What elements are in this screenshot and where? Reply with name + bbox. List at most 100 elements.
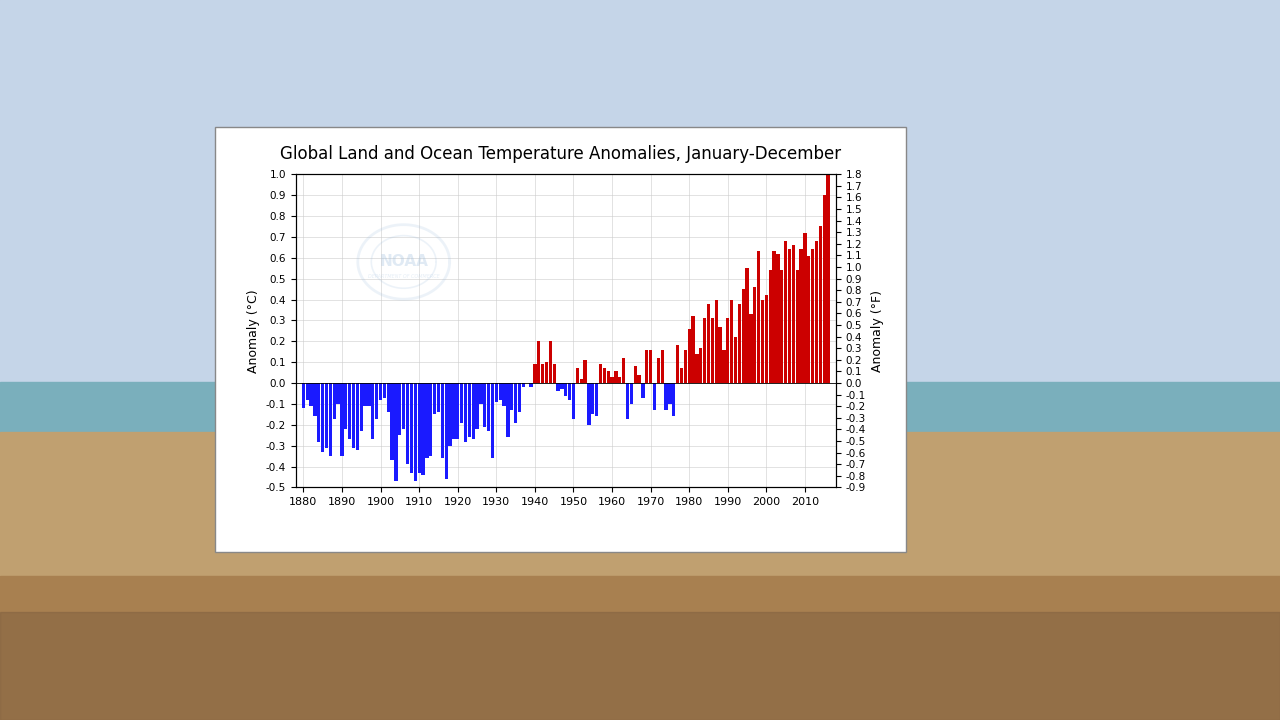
- Bar: [344, 383, 347, 429]
- Bar: [580, 379, 582, 383]
- Bar: [356, 383, 360, 450]
- Bar: [302, 383, 305, 408]
- Bar: [691, 316, 695, 383]
- Bar: [827, 174, 829, 383]
- Bar: [812, 249, 814, 383]
- Bar: [649, 350, 653, 383]
- Bar: [317, 383, 320, 441]
- Bar: [0, 382, 1280, 468]
- Bar: [676, 346, 680, 383]
- Bar: [695, 354, 699, 383]
- Bar: [703, 318, 707, 383]
- Bar: [511, 383, 513, 410]
- Bar: [483, 383, 486, 427]
- Bar: [490, 383, 494, 458]
- Bar: [425, 383, 429, 458]
- Bar: [475, 383, 479, 429]
- Bar: [707, 304, 710, 383]
- Bar: [440, 383, 444, 458]
- Bar: [660, 350, 664, 383]
- Bar: [668, 383, 672, 404]
- Bar: [611, 377, 613, 383]
- Bar: [390, 383, 394, 460]
- Bar: [641, 383, 645, 397]
- Bar: [0, 612, 1280, 720]
- Bar: [306, 383, 308, 400]
- Bar: [545, 362, 548, 383]
- Bar: [788, 249, 791, 383]
- Bar: [421, 383, 425, 475]
- Bar: [588, 383, 590, 425]
- Bar: [568, 383, 571, 400]
- Bar: [0, 0, 1280, 418]
- Y-axis label: Anomaly (°F): Anomaly (°F): [872, 290, 884, 372]
- Bar: [413, 383, 417, 481]
- Bar: [371, 383, 375, 439]
- Bar: [753, 287, 756, 383]
- Bar: [772, 251, 776, 383]
- Bar: [584, 360, 586, 383]
- Bar: [672, 383, 676, 416]
- Bar: [637, 374, 641, 383]
- Bar: [785, 241, 787, 383]
- Bar: [796, 270, 799, 383]
- Bar: [722, 350, 726, 383]
- Bar: [375, 383, 379, 418]
- Bar: [819, 226, 822, 383]
- Bar: [781, 270, 783, 383]
- Bar: [634, 366, 637, 383]
- Text: Global Land and Ocean Temperature Anomalies, January-December: Global Land and Ocean Temperature Anomal…: [280, 145, 841, 163]
- Bar: [718, 327, 722, 383]
- Bar: [502, 383, 506, 406]
- Bar: [340, 383, 343, 456]
- Bar: [622, 358, 625, 383]
- Bar: [538, 341, 540, 383]
- Bar: [494, 383, 498, 402]
- Bar: [452, 383, 456, 439]
- Bar: [618, 377, 621, 383]
- Bar: [657, 358, 660, 383]
- Bar: [808, 256, 810, 383]
- Bar: [607, 371, 609, 383]
- Bar: [653, 383, 657, 410]
- Bar: [352, 383, 355, 448]
- Bar: [398, 383, 402, 435]
- Bar: [749, 314, 753, 383]
- Bar: [741, 289, 745, 383]
- Bar: [760, 300, 764, 383]
- Bar: [463, 383, 467, 441]
- Bar: [436, 383, 440, 413]
- Bar: [486, 383, 490, 431]
- Bar: [733, 337, 737, 383]
- Bar: [310, 383, 312, 406]
- Bar: [429, 383, 433, 456]
- Bar: [379, 383, 383, 400]
- Bar: [0, 432, 1280, 720]
- Bar: [680, 369, 684, 383]
- Bar: [360, 383, 364, 431]
- Bar: [498, 383, 502, 400]
- Bar: [768, 270, 772, 383]
- Text: DEPARTMENT OF COMMERCE: DEPARTMENT OF COMMERCE: [367, 274, 439, 279]
- Bar: [515, 383, 517, 423]
- Bar: [471, 383, 475, 439]
- Text: NOAA: NOAA: [379, 254, 428, 269]
- Bar: [406, 383, 410, 464]
- Bar: [444, 383, 448, 479]
- Bar: [448, 383, 452, 446]
- Bar: [541, 364, 544, 383]
- Bar: [348, 383, 351, 439]
- Bar: [777, 253, 780, 383]
- Bar: [522, 383, 525, 387]
- Bar: [333, 383, 335, 418]
- Bar: [410, 383, 413, 473]
- Bar: [460, 383, 463, 423]
- Bar: [626, 383, 630, 418]
- Bar: [699, 348, 703, 383]
- Bar: [561, 383, 563, 390]
- Bar: [737, 304, 741, 383]
- Bar: [321, 383, 324, 452]
- Bar: [630, 383, 634, 404]
- Bar: [800, 249, 803, 383]
- Bar: [603, 369, 605, 383]
